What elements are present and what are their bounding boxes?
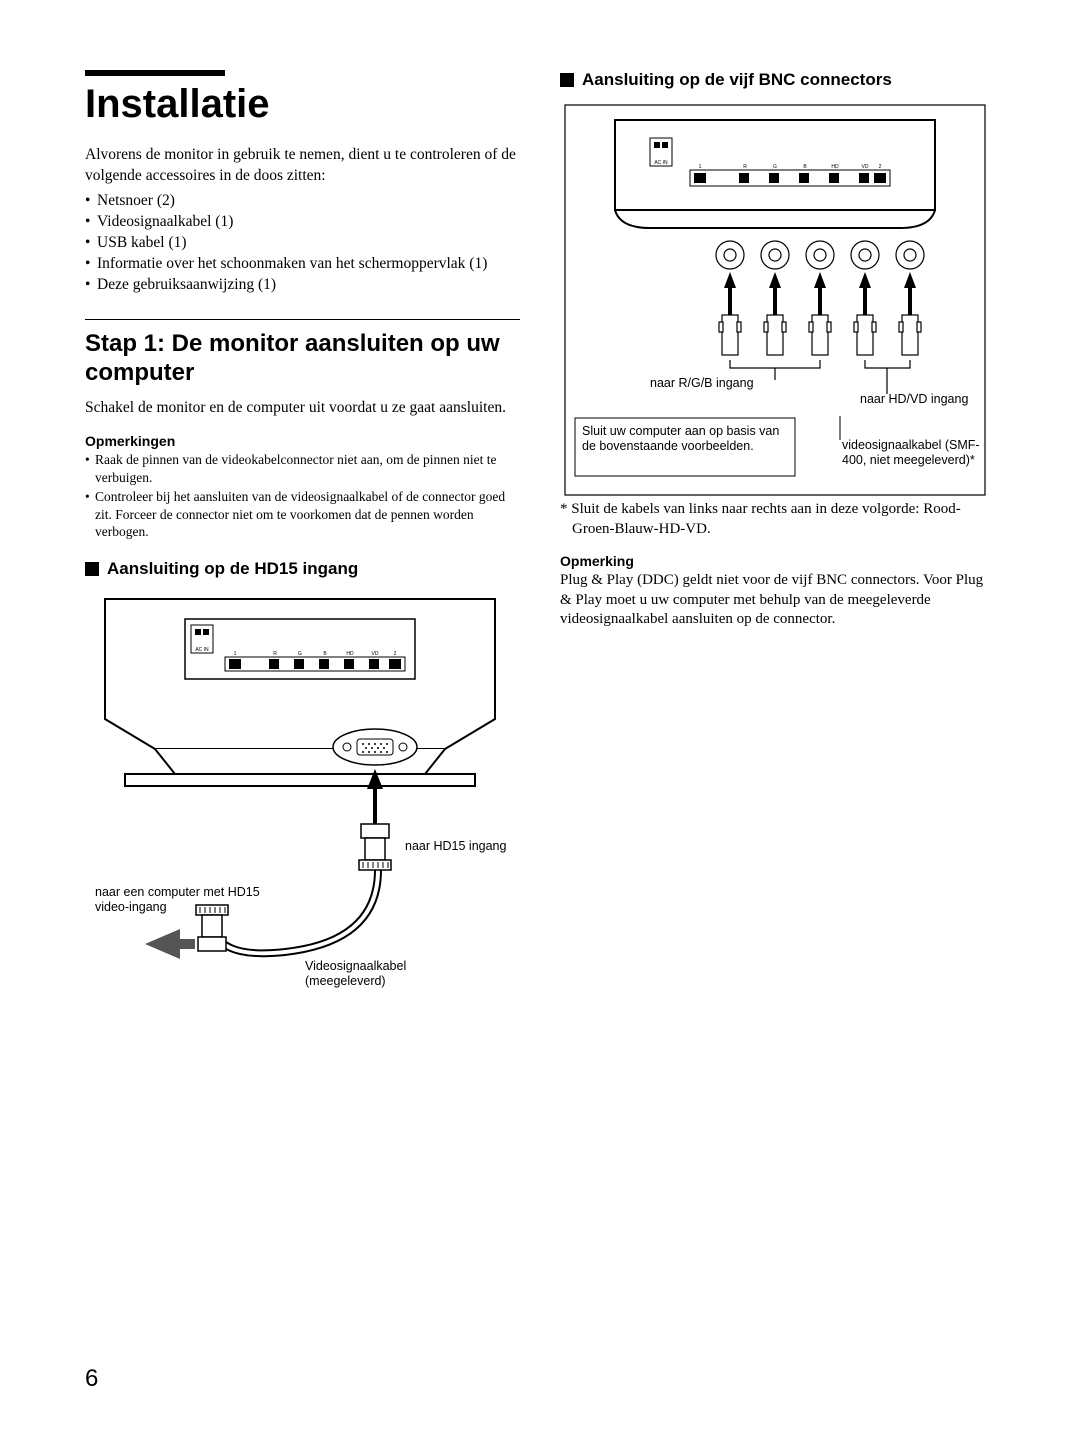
subheading-text: Aansluiting op de HD15 ingang [107,559,358,579]
step-title: Stap 1: De monitor aansluiten op uw comp… [85,330,520,388]
list-item: Raak de pinnen van de videokabelconnecto… [85,451,520,486]
diagram-label-computer: naar een computer met HD15 video-ingang [95,885,275,915]
intro-text: Alvorens de monitor in gebruik te nemen,… [85,145,520,187]
list-item: Informatie over het schoonmaken van het … [85,254,520,275]
svg-text:VD: VD [372,651,379,657]
svg-text:HD: HD [346,651,354,657]
accessories-list: Netsnoer (2) Videosignaalkabel (1) USB k… [85,191,520,296]
bnc-diagram: AC IN 12 RGBHDVD [560,100,995,500]
diagram-label-rgb: naar R/G/B ingang [650,376,754,391]
subheading-bnc: Aansluiting op de vijf BNC connectors [560,70,995,90]
svg-text:1: 1 [699,164,702,170]
left-column: Installatie Alvorens de monitor in gebru… [85,70,520,1009]
svg-text:G: G [298,651,302,657]
list-item: Deze gebruiksaanwijzing (1) [85,275,520,296]
notes-list: Raak de pinnen van de videokabelconnecto… [85,451,520,541]
page-title: Installatie [85,82,520,127]
divider [85,319,520,320]
diagram-label-hd15-in: naar HD15 ingang [405,839,506,854]
svg-text:2: 2 [394,651,397,657]
page-number: 6 [85,1365,98,1393]
square-bullet-icon [560,73,574,87]
hd15-diagram-svg: AC IN 1 2 RGBHDVD [85,589,515,1009]
note-heading: Opmerking [560,553,995,569]
title-rule [85,70,225,76]
subheading-text: Aansluiting op de vijf BNC connectors [582,70,892,90]
list-item: Netsnoer (2) [85,191,520,212]
svg-text:R: R [273,651,277,657]
step-body: Schakel de monitor en de computer uit vo… [85,398,520,419]
hd15-diagram: AC IN 1 2 RGBHDVD [85,589,520,1009]
svg-text:VD: VD [862,164,869,170]
notes-heading: Opmerkingen [85,433,520,449]
svg-text:HD: HD [831,164,839,170]
list-item: USB kabel (1) [85,233,520,254]
list-item: Controleer bij het aansluiten van de vid… [85,488,520,541]
right-column: Aansluiting op de vijf BNC connectors AC… [560,70,995,1009]
diagram-label-box: Sluit uw computer aan op basis van de bo… [582,424,788,454]
page: Installatie Alvorens de monitor in gebru… [0,0,1080,1049]
diagram-label-cable: Videosignaalkabel (meegeleverd) [305,959,455,989]
list-item: Videosignaalkabel (1) [85,212,520,233]
svg-text:G: G [773,164,777,170]
svg-text:1: 1 [234,651,237,657]
svg-text:2: 2 [879,164,882,170]
square-bullet-icon [85,562,99,576]
footnote: * Sluit de kabels van links naar rechts … [560,500,995,539]
diagram-label-cable: videosignaalkabel (SMF-400, niet meegele… [842,438,982,468]
svg-text:R: R [743,164,747,170]
diagram-label-hdvd: naar HD/VD ingang [860,392,970,407]
svg-text:AC IN: AC IN [654,160,668,166]
note-body: Plug & Play (DDC) geldt niet voor de vij… [560,571,995,630]
subheading-hd15: Aansluiting op de HD15 ingang [85,559,520,579]
svg-text:AC IN: AC IN [195,647,209,653]
